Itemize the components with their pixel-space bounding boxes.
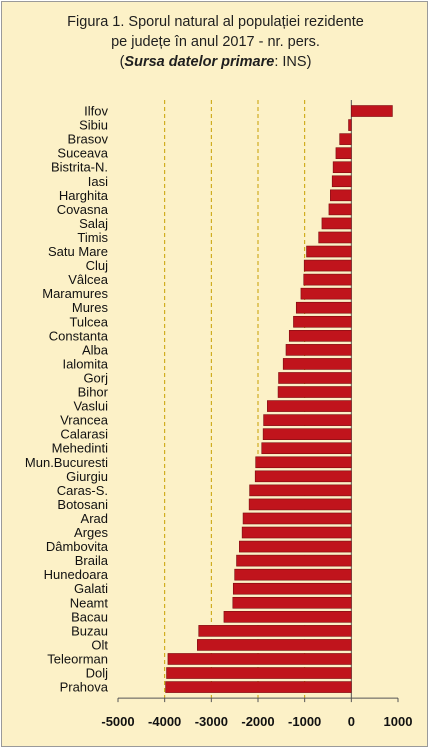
category-label: Mehedinti <box>52 441 108 456</box>
bar <box>232 582 352 595</box>
bar <box>239 540 352 553</box>
bar <box>277 386 352 398</box>
category-label: Buzau <box>71 623 108 638</box>
bar <box>232 596 352 609</box>
category-label: Giurgiu <box>66 469 108 484</box>
bar <box>255 456 352 469</box>
x-tick-label: -3000 <box>195 714 228 729</box>
bar <box>278 372 352 384</box>
bar <box>261 442 352 455</box>
chart-source: (Sursa datelor primare: INS) <box>119 54 312 70</box>
x-tick-label: -4000 <box>148 714 181 729</box>
chart-title: Figura 1. Sporul natural al populației r… <box>0 12 431 72</box>
category-label: Gorj <box>83 370 108 385</box>
category-label: Hunedoara <box>44 567 109 582</box>
category-label: Vrancea <box>60 413 109 428</box>
category-label: Suceava <box>57 146 108 161</box>
category-label: Mun.Bucuresti <box>25 455 108 470</box>
x-tick-label: 0 <box>348 714 355 729</box>
category-label: Maramures <box>42 286 108 301</box>
bar <box>249 484 352 497</box>
category-label: Timis <box>77 230 108 245</box>
bar <box>241 526 352 539</box>
bar <box>330 189 352 202</box>
category-label: Covasna <box>57 202 109 217</box>
category-label: Braila <box>75 553 109 568</box>
category-label: Vâlcea <box>68 272 109 287</box>
bar <box>318 231 352 244</box>
category-label: Arges <box>74 525 108 540</box>
bar <box>300 287 352 300</box>
title-line-1: Figura 1. Sporul natural al populației r… <box>67 14 364 30</box>
bar <box>167 653 352 665</box>
bar <box>166 667 352 679</box>
category-label: Bistrita-N. <box>51 160 108 175</box>
category-label: Salaj <box>79 216 108 231</box>
bar <box>234 568 352 581</box>
bar <box>351 105 393 117</box>
bar <box>303 259 352 272</box>
bar <box>254 470 352 483</box>
bar <box>267 400 352 412</box>
x-tick-label: -5000 <box>101 714 134 729</box>
bar <box>223 611 352 623</box>
category-label: Dâmbovita <box>46 539 109 554</box>
bar <box>303 273 352 286</box>
bar <box>306 245 352 258</box>
bar <box>321 217 352 230</box>
category-label: Tulcea <box>69 314 108 329</box>
category-label: Ilfov <box>84 104 108 119</box>
category-label: Constanta <box>49 328 109 343</box>
category-label: Brasov <box>68 132 109 147</box>
bar <box>331 175 352 188</box>
category-label: Dolj <box>86 666 109 681</box>
category-label: Ialomita <box>62 356 108 371</box>
category-label: Mures <box>72 300 109 315</box>
bar <box>242 512 352 525</box>
category-label: Arad <box>81 511 108 526</box>
category-label: Neamt <box>70 595 109 610</box>
bar <box>262 428 352 440</box>
source-label: Sursa datelor primare <box>124 54 275 70</box>
bar <box>328 203 352 216</box>
bar <box>197 639 352 651</box>
bar <box>293 315 352 328</box>
category-label: Olt <box>91 637 108 652</box>
category-label: Bacau <box>71 609 108 624</box>
category-label: Cluj <box>86 258 109 273</box>
x-tick-label: -1000 <box>288 714 321 729</box>
category-label: Galati <box>74 581 108 596</box>
category-label: Prahova <box>60 680 109 695</box>
bar <box>332 161 352 174</box>
bar <box>282 358 352 370</box>
bar <box>236 554 352 567</box>
title-line-2: pe județe în anul 2017 - nr. pers. <box>111 34 320 50</box>
x-tick-label: -2000 <box>241 714 274 729</box>
category-label: Vaslui <box>74 399 109 414</box>
bar <box>348 119 352 131</box>
bar <box>339 133 352 145</box>
category-label: Calarasi <box>60 427 108 442</box>
x-tick-label: 1000 <box>384 714 413 729</box>
bar <box>335 147 352 159</box>
bar <box>263 414 352 426</box>
bar <box>288 330 352 342</box>
category-label: Sibiu <box>79 118 108 133</box>
category-label: Caras-S. <box>57 483 108 498</box>
source-value: : INS <box>274 54 307 70</box>
bar <box>165 681 352 693</box>
bar <box>295 301 352 314</box>
category-label: Alba <box>82 342 109 357</box>
bar <box>198 625 352 637</box>
category-label: Teleorman <box>47 651 108 666</box>
bar <box>285 344 352 356</box>
category-label: Bihor <box>78 385 109 400</box>
category-label: Iasi <box>88 174 108 189</box>
category-label: Harghita <box>59 188 109 203</box>
category-label: Botosani <box>57 497 108 512</box>
bar <box>248 498 352 511</box>
category-label: Satu Mare <box>48 244 108 259</box>
